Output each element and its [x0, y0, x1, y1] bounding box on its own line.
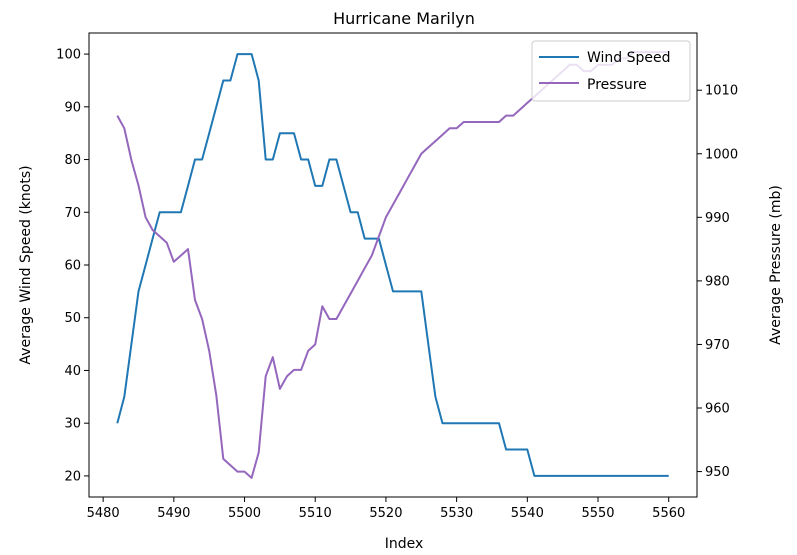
y-left-tick-label: 100	[56, 48, 81, 63]
x-tick-label: 5490	[157, 506, 190, 521]
y-left-tick-label: 40	[64, 364, 81, 379]
y-left-tick-label: 20	[64, 469, 81, 484]
y-right-tick-label: 960	[705, 402, 730, 417]
y-right-tick-label: 970	[705, 338, 730, 353]
series-line-wind-speed	[116, 53, 669, 477]
y-left-tick-label: 90	[64, 100, 81, 115]
x-tick-label: 5550	[581, 506, 614, 521]
legend-label-wind-speed: Wind Speed	[587, 50, 671, 66]
y-axis-left-label: Average Wind Speed (knots)	[18, 165, 34, 364]
y-axis-right-label: Average Pressure (mb)	[768, 185, 784, 345]
legend: Wind Speed Pressure	[531, 40, 691, 102]
x-tick-label: 5510	[299, 506, 332, 521]
x-tick-label: 5520	[369, 506, 402, 521]
y-left-tick-label: 50	[64, 311, 81, 326]
x-axis-label: Index	[385, 536, 424, 552]
y-left-tick-label: 30	[64, 417, 81, 432]
y-right-tick-label: 1000	[705, 147, 738, 162]
x-tick-label: 5540	[511, 506, 544, 521]
x-tick-label: 5480	[87, 506, 120, 521]
y-right-tick-label: 990	[705, 211, 730, 226]
x-tick-label: 5560	[652, 506, 685, 521]
y-right-tick-label: 980	[705, 274, 730, 289]
y-right-tick-label: 1010	[705, 84, 738, 99]
chart-title: Hurricane Marilyn	[333, 9, 475, 28]
y-left-tick-label: 60	[64, 259, 81, 274]
y-right-tick-label: 950	[705, 465, 730, 480]
x-tick-label: 5530	[440, 506, 473, 521]
ticks-layer: 5480 5490 5500 5510 5520 5530 5540 5550 5560 20 30…	[56, 48, 738, 521]
y-left-tick-label: 80	[64, 153, 81, 168]
x-tick-label: 5500	[228, 506, 261, 521]
legend-label-pressure: Pressure	[587, 77, 647, 93]
y-left-tick-label: 70	[64, 206, 81, 221]
